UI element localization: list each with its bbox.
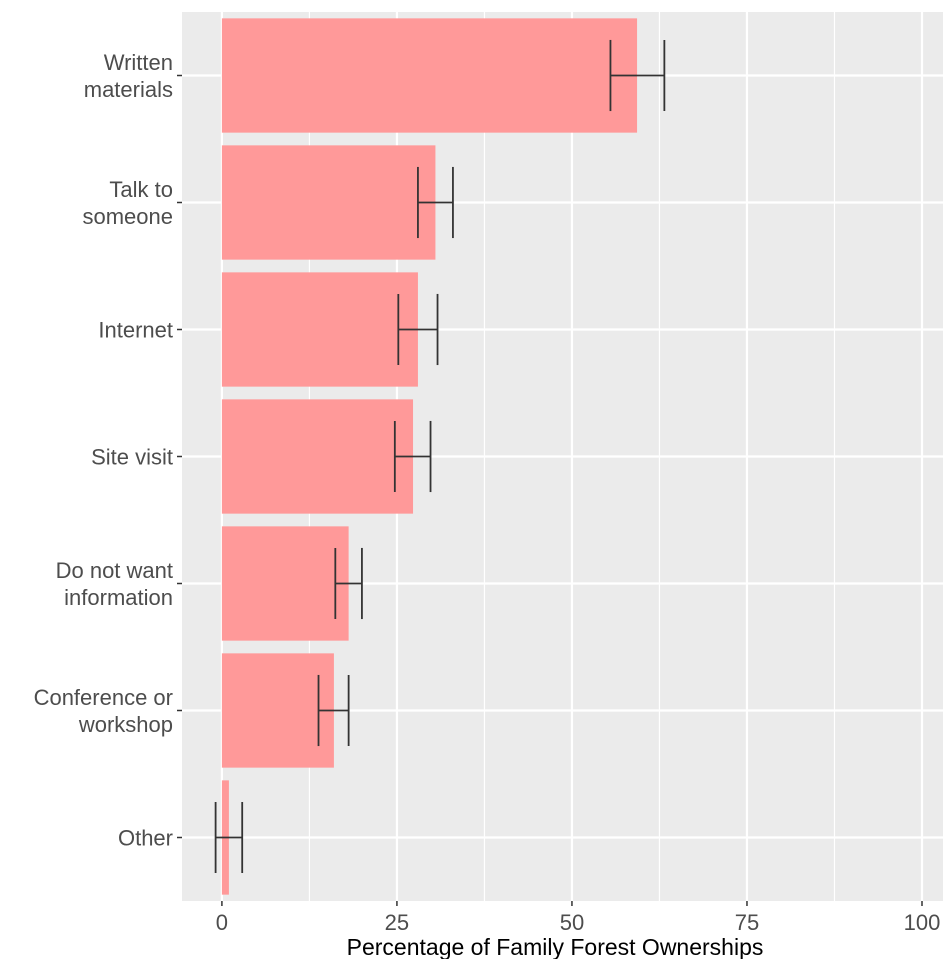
bar (221, 653, 334, 768)
bar (221, 399, 414, 514)
y-tick-label: Other (118, 826, 173, 851)
bars (221, 18, 638, 895)
x-tick-label: 75 (735, 910, 759, 935)
y-tick-label: Internet (98, 318, 173, 343)
error-bars (214, 39, 666, 874)
error-bar (397, 293, 439, 366)
error-bar (609, 39, 666, 112)
y-tick-label: Written materials (84, 50, 173, 102)
y-tick-label: Site visit (91, 445, 173, 470)
error-bar (393, 420, 432, 493)
x-axis-title: Percentage of Family Forest Ownerships (347, 934, 764, 959)
bar (221, 272, 418, 387)
y-tick-label: Talk to someone (82, 177, 173, 229)
y-tick-label: Conference or workshop (34, 685, 173, 737)
x-axis: 0 25 50 75 100 (216, 901, 941, 935)
x-tick-label: 25 (385, 910, 409, 935)
x-tick-label: 50 (560, 910, 584, 935)
error-bar (334, 547, 363, 620)
x-tick-label: 100 (904, 910, 941, 935)
y-axis: Written materials Talk to someone Internet Si… (34, 50, 182, 851)
bar (221, 526, 349, 641)
y-tick-label: Do not want information (56, 558, 173, 610)
bar (221, 18, 638, 133)
x-tick-label: 0 (216, 910, 228, 935)
error-bar (317, 674, 350, 747)
bar (221, 145, 436, 260)
error-bar (417, 166, 454, 239)
error-bar (214, 801, 244, 874)
